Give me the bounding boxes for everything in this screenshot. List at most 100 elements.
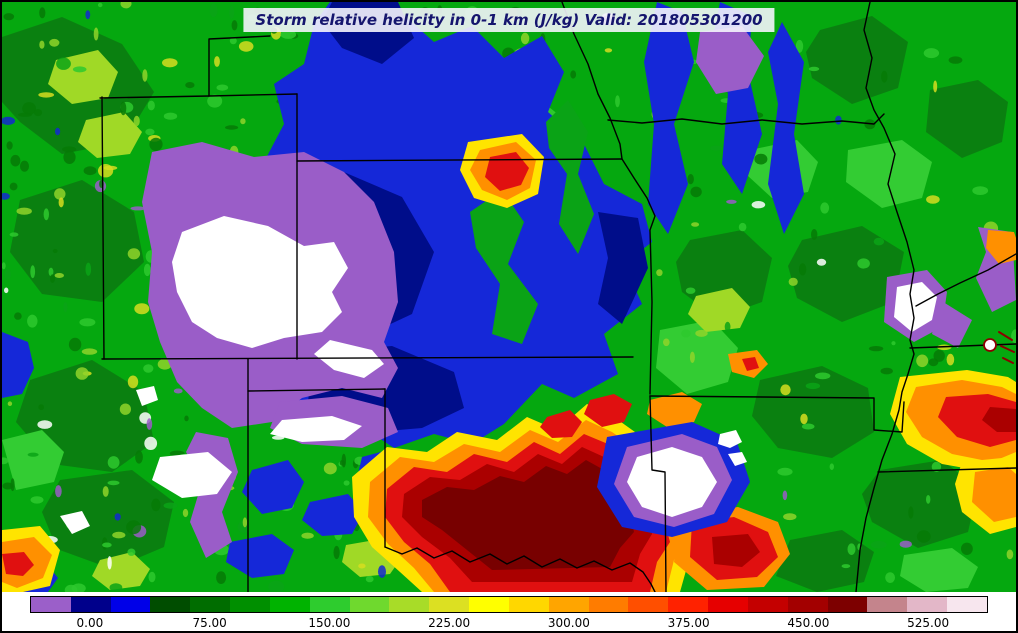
speckle (10, 154, 21, 167)
colorbar: 0.00 75.00 150.00 225.00 300.00 375.00 450.00 5… (30, 596, 988, 630)
speckle (14, 312, 22, 320)
speckle (3, 287, 9, 294)
speckle (808, 66, 820, 72)
colorbar-segment (708, 597, 748, 612)
speckle (55, 485, 62, 498)
speckle (4, 268, 11, 280)
state-border-line (101, 356, 634, 360)
state-border-line (607, 113, 885, 125)
speckle (365, 575, 374, 583)
speckle (107, 556, 112, 570)
state-border-river (855, 2, 915, 592)
speckle (358, 563, 366, 569)
speckle (147, 100, 155, 111)
colorbar-segment (269, 597, 310, 612)
speckle (102, 486, 109, 497)
colorbar-tick-label: 75.00 (192, 616, 227, 630)
speckle (238, 41, 254, 52)
speckle (148, 571, 156, 583)
colorbar-tick-label: 375.00 (667, 616, 710, 630)
speckle (972, 186, 989, 196)
contour-region (10, 180, 144, 302)
speckle (185, 82, 195, 89)
speckle (780, 384, 791, 396)
speckle (143, 364, 154, 373)
speckle (870, 540, 887, 549)
speckle (163, 112, 178, 120)
contour-region (647, 392, 702, 427)
colorbar-segment (70, 597, 111, 612)
speckle (112, 531, 126, 539)
speckle (120, 2, 132, 9)
contour-region (938, 394, 1016, 447)
colorbar-segment (429, 597, 470, 612)
speckle (847, 543, 856, 555)
state-borders (99, 2, 1016, 592)
speckle (207, 94, 223, 108)
speckle (788, 277, 798, 286)
contour-region (742, 357, 759, 371)
speckle (37, 420, 53, 429)
speckle (3, 13, 15, 21)
speckle (724, 321, 731, 332)
white-area-colorado (172, 216, 348, 348)
speckle (868, 346, 884, 352)
colorbar-tick-label: 525.00 (907, 616, 950, 630)
speckle (17, 112, 33, 117)
contour-region (862, 460, 978, 548)
contour-region (926, 80, 1008, 158)
speckle (916, 530, 931, 543)
colorbar-segment (469, 597, 509, 612)
map-title-text: Storm relative helicity in 0-1 km (J/kg)… (255, 11, 763, 29)
speckle (240, 118, 246, 125)
speckle (52, 248, 58, 254)
speckle (656, 269, 663, 277)
contour-region (470, 190, 538, 344)
speckle (885, 572, 895, 583)
speckle (214, 56, 220, 67)
speckle (280, 30, 297, 39)
speckle (119, 403, 131, 415)
contour-region (718, 430, 742, 448)
speckle (946, 353, 955, 366)
contour-region (60, 511, 90, 534)
colorbar-segment (389, 597, 430, 612)
speckle (54, 188, 66, 200)
speckle (783, 513, 797, 521)
speckle (30, 496, 44, 504)
speckle (343, 480, 350, 486)
colorbar-segment (628, 597, 669, 612)
speckle (109, 583, 123, 592)
speckle (63, 150, 76, 164)
state-border-river (915, 253, 1016, 307)
speckle (9, 182, 18, 191)
contour-region (78, 112, 142, 158)
speckle (695, 329, 708, 337)
speckle (20, 160, 29, 172)
speckle (48, 267, 54, 277)
contour-region (627, 447, 717, 517)
colorbar-segment (947, 597, 987, 612)
speckle (604, 48, 613, 53)
speckle (2, 457, 9, 465)
speckle (225, 125, 239, 130)
contour-region (846, 140, 932, 208)
speckle (30, 265, 36, 279)
speckle (83, 166, 97, 176)
speckle (107, 480, 120, 486)
speckle (782, 490, 788, 501)
contour-region (986, 230, 1016, 264)
speckle (242, 517, 248, 528)
contour-region (598, 212, 648, 324)
warm-regions-layer (2, 134, 1016, 592)
speckle (2, 262, 6, 270)
helicity-contour-map (2, 2, 1016, 592)
station-marker (983, 331, 1015, 364)
state-border-line (909, 343, 1016, 349)
speckle (923, 48, 940, 59)
speckle (805, 382, 821, 390)
contour-region (92, 552, 150, 590)
contour-region (314, 340, 384, 378)
speckle (216, 571, 227, 584)
colorbar-tick-label: 150.00 (308, 616, 351, 630)
